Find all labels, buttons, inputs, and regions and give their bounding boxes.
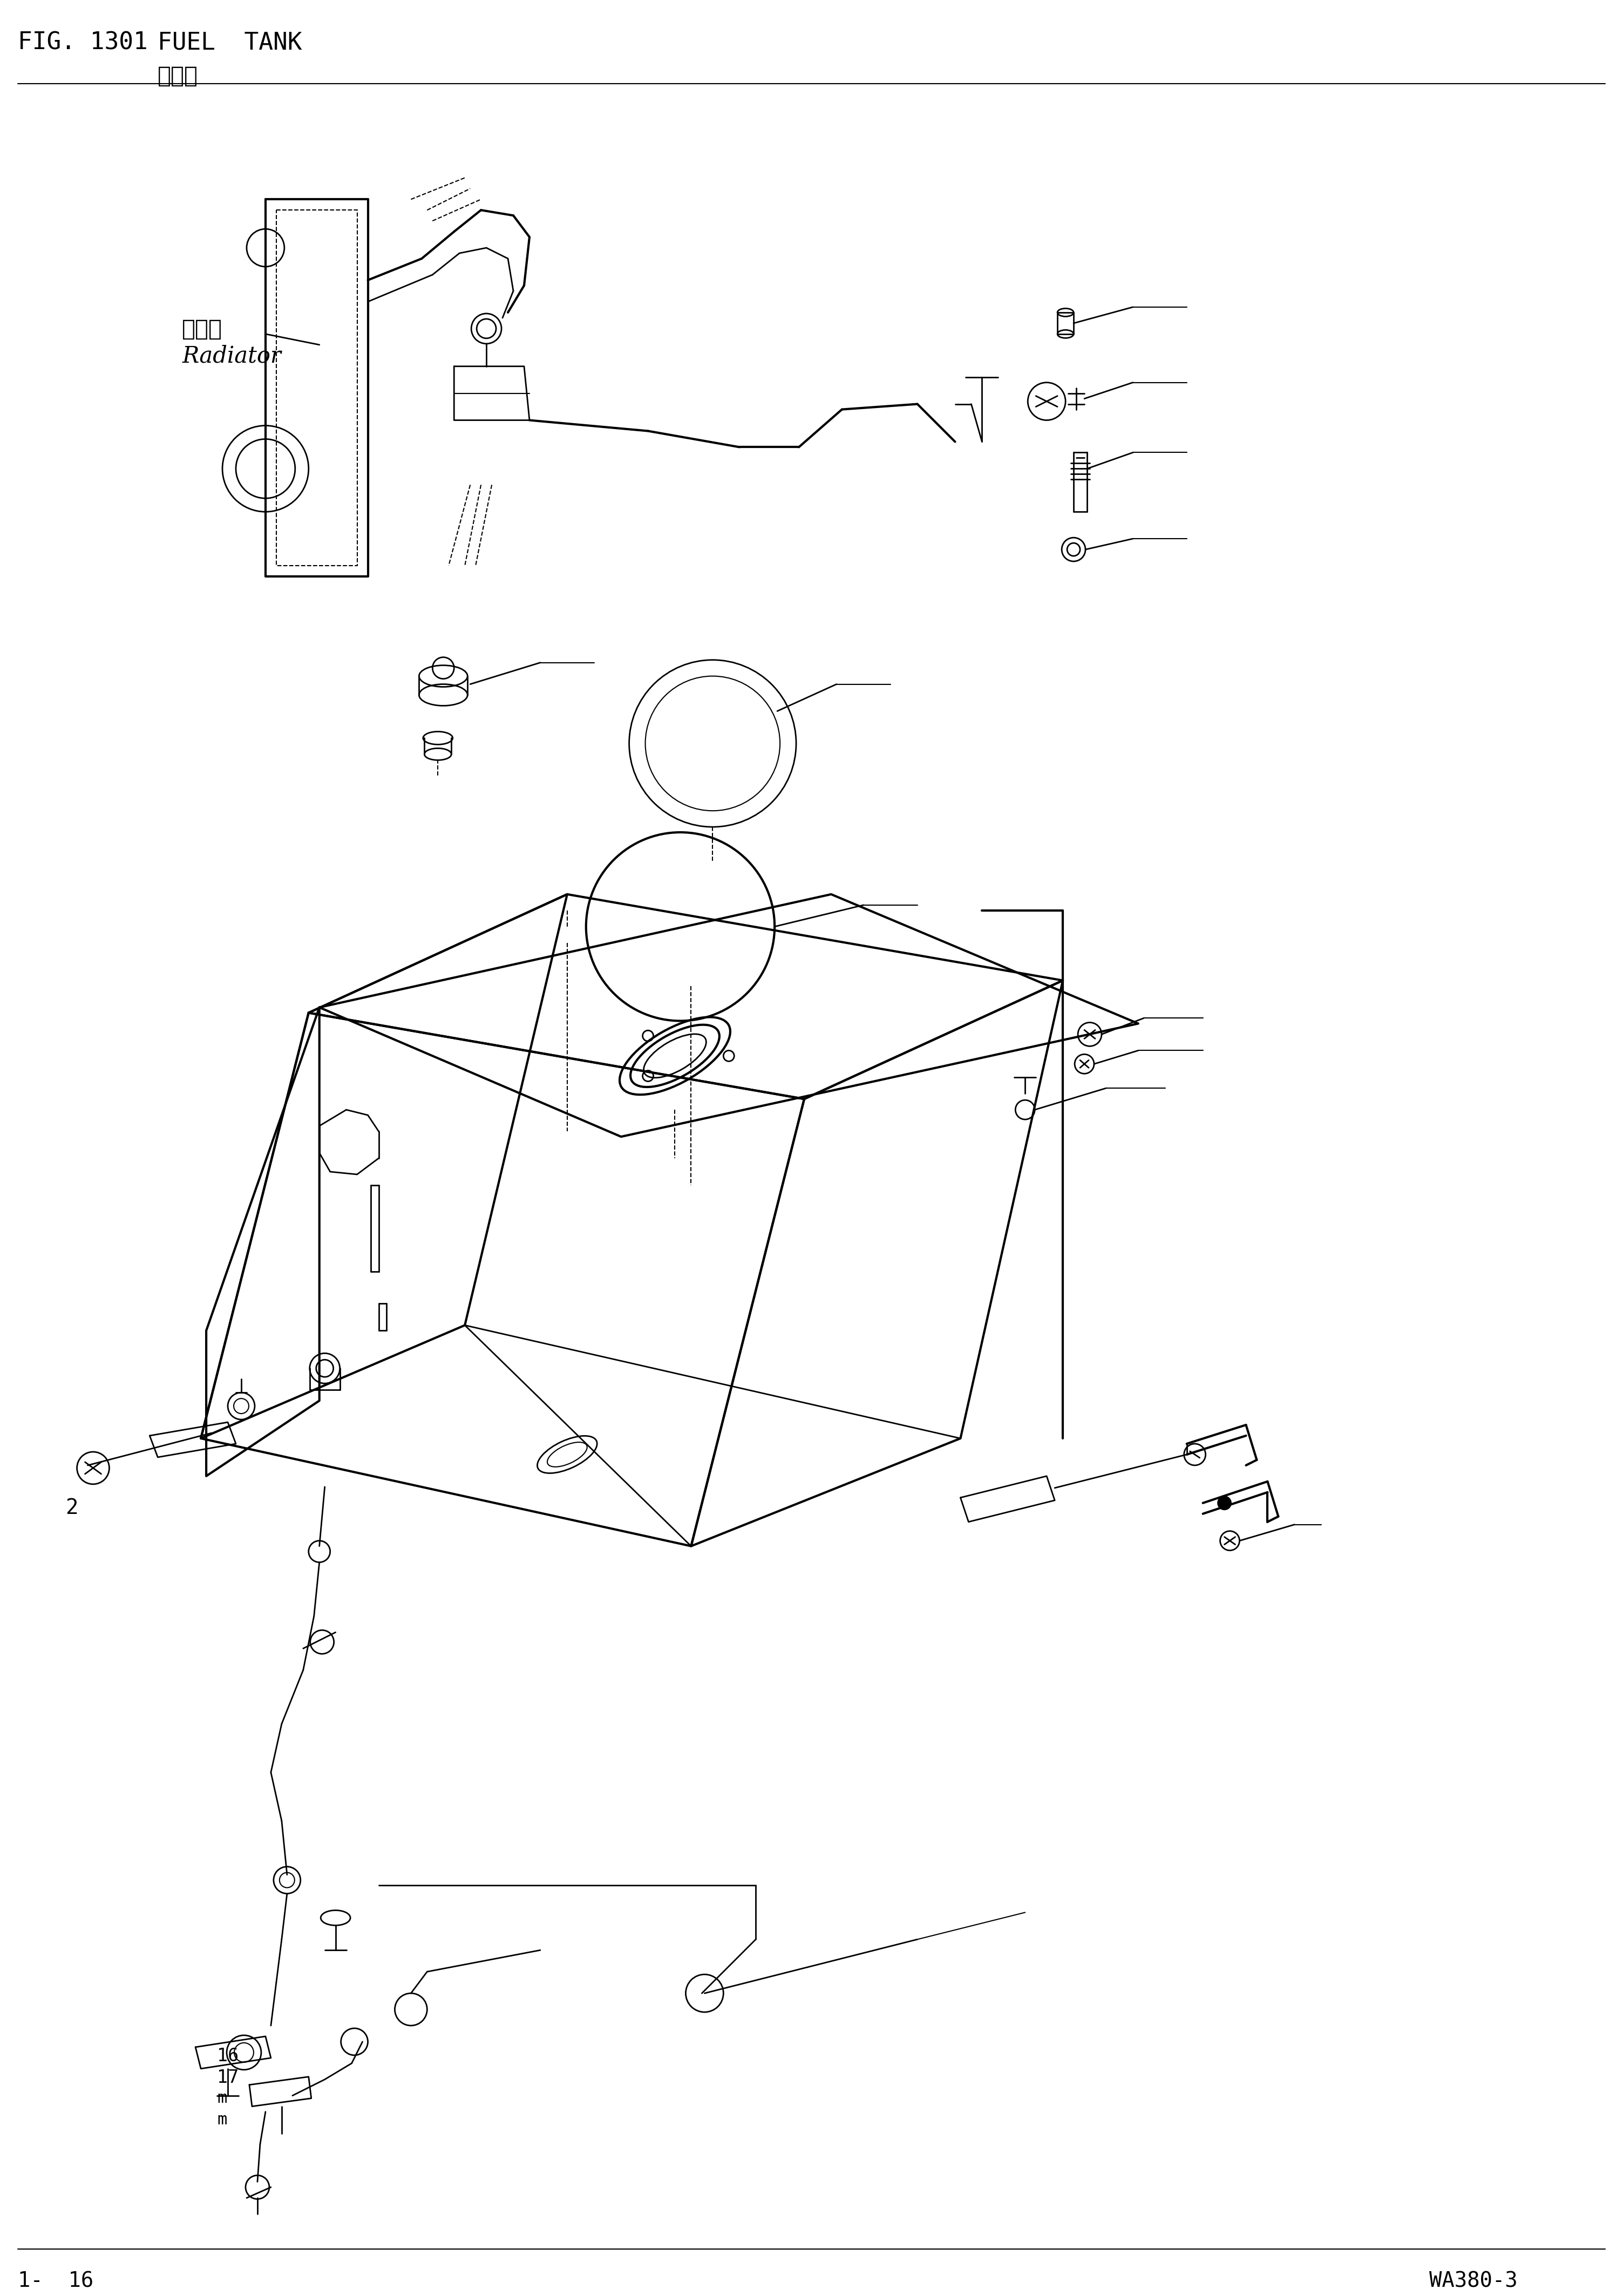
Circle shape <box>1217 1497 1230 1508</box>
Text: m: m <box>217 2112 227 2128</box>
Text: m: m <box>217 2089 227 2105</box>
Text: FUEL  TANK: FUEL TANK <box>157 32 302 55</box>
Text: 16: 16 <box>217 2048 239 2064</box>
Text: 1-  16: 1- 16 <box>18 2271 94 2291</box>
Text: 17: 17 <box>217 2069 239 2087</box>
Text: 燃油筱: 燃油筱 <box>157 64 198 87</box>
Text: Radiator: Radiator <box>182 344 281 367</box>
Text: 散热器: 散热器 <box>182 317 222 340</box>
Text: 2: 2 <box>65 1497 78 1518</box>
Text: FIG. 1301: FIG. 1301 <box>18 32 148 55</box>
Text: WA380-3: WA380-3 <box>1430 2271 1518 2291</box>
